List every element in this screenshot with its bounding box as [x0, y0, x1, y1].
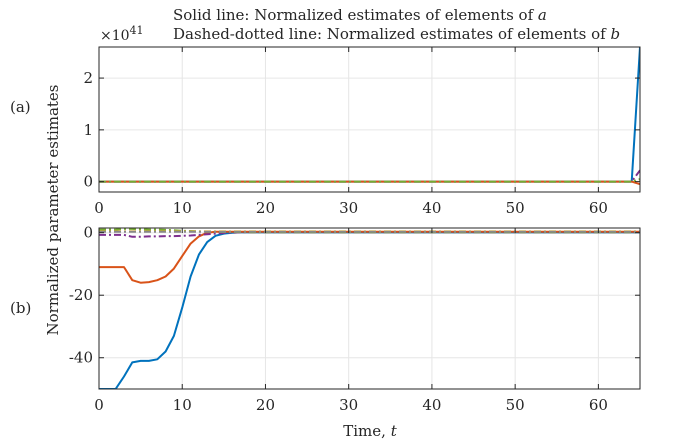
x-tick-label: 60 — [589, 199, 608, 217]
title-line-1: Solid line: Normalized estimates of elem… — [173, 6, 547, 24]
x-tick-label: 0 — [94, 396, 104, 414]
y-tick-label: 0 — [83, 224, 93, 242]
panel-a-plot: 0 10 20 30 40 50 60 0 1 2 — [83, 46, 641, 217]
x-tick-label: 40 — [422, 199, 441, 217]
title-line-1-text: Solid line: Normalized estimates of elem… — [173, 6, 547, 24]
x-axis-label: Time, t — [343, 422, 397, 440]
x-tick-label: 60 — [589, 396, 608, 414]
title-line-2-text: Dashed-dotted line: Normalized estimates… — [173, 25, 620, 43]
panel-b-label: (b) — [10, 299, 31, 317]
x-tick-label: 0 — [94, 199, 104, 217]
axes-box — [98, 46, 641, 193]
y-tick-label: -20 — [69, 286, 93, 304]
panel-b-plot: 0 10 20 30 40 50 60 -40 -20 0 — [69, 224, 641, 414]
x-tick-label: 10 — [173, 396, 192, 414]
panel-a-label: (a) — [10, 98, 31, 116]
y-tick-label: -40 — [69, 349, 93, 367]
x-tick-label: 30 — [339, 199, 358, 217]
series-line-blue-solid — [99, 47, 640, 183]
series-line-orange-solid — [99, 230, 640, 284]
y-tick-label: 2 — [83, 69, 93, 87]
title-line-2: Dashed-dotted line: Normalized estimates… — [173, 25, 620, 43]
y-tick-label: 0 — [83, 173, 93, 191]
series-line-purple-dashdot — [99, 169, 640, 183]
y-axis-label: Normalized parameter estimates — [44, 84, 62, 335]
x-tick-label: 20 — [256, 199, 275, 217]
x-tick-label: 50 — [506, 199, 525, 217]
y-exponent-label: ×1041 — [100, 24, 144, 44]
x-tick-label: 10 — [173, 199, 192, 217]
series-group — [99, 228, 640, 389]
y-tick-label: 1 — [83, 121, 93, 139]
series-line-blue-solid — [99, 231, 640, 389]
x-tick-label: 40 — [422, 396, 441, 414]
series-group — [99, 47, 640, 186]
x-tick-label: 20 — [256, 396, 275, 414]
series-line-orange-solid — [99, 180, 640, 186]
axes-box — [98, 227, 641, 390]
x-tick-label: 30 — [339, 396, 358, 414]
x-tick-label: 50 — [506, 396, 525, 414]
